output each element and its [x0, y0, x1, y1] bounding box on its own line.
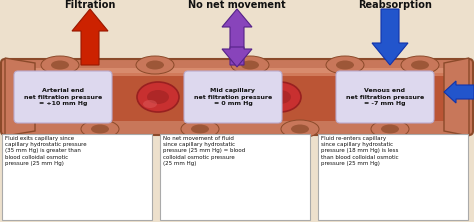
Ellipse shape — [371, 120, 409, 138]
FancyBboxPatch shape — [318, 134, 468, 220]
Text: No net movement: No net movement — [188, 0, 286, 10]
Ellipse shape — [326, 56, 364, 74]
Ellipse shape — [241, 61, 259, 69]
Polygon shape — [5, 58, 35, 136]
FancyArrow shape — [222, 47, 252, 67]
FancyBboxPatch shape — [12, 68, 462, 76]
Ellipse shape — [191, 125, 209, 133]
FancyBboxPatch shape — [160, 134, 310, 220]
Ellipse shape — [41, 56, 79, 74]
Ellipse shape — [259, 82, 301, 112]
Text: Arterial end
net filtration pressure
= +10 mm Hg: Arterial end net filtration pressure = +… — [24, 88, 102, 106]
Ellipse shape — [269, 90, 291, 104]
Ellipse shape — [146, 61, 164, 69]
Polygon shape — [444, 58, 469, 136]
Ellipse shape — [379, 88, 401, 102]
Text: Reabsorption: Reabsorption — [358, 0, 432, 10]
Ellipse shape — [401, 56, 439, 74]
Ellipse shape — [51, 61, 69, 69]
Ellipse shape — [91, 125, 109, 133]
Ellipse shape — [147, 90, 169, 104]
Text: Fluid re-enters capillary
since capillary hydrostatic
pressure (18 mm Hg) is les: Fluid re-enters capillary since capillar… — [321, 136, 399, 166]
FancyBboxPatch shape — [184, 71, 282, 123]
Ellipse shape — [369, 80, 411, 110]
FancyBboxPatch shape — [336, 71, 434, 123]
Ellipse shape — [137, 82, 179, 112]
FancyArrow shape — [72, 9, 108, 65]
Ellipse shape — [411, 61, 429, 69]
Ellipse shape — [336, 61, 354, 69]
FancyBboxPatch shape — [14, 71, 112, 123]
Ellipse shape — [265, 100, 279, 108]
FancyBboxPatch shape — [1, 59, 473, 135]
Ellipse shape — [143, 100, 157, 108]
FancyBboxPatch shape — [7, 73, 467, 121]
Text: Fluid exits capillary since
capillary hydrostatic pressure
(35 mm Hg) is greater: Fluid exits capillary since capillary hy… — [5, 136, 87, 166]
Text: No net movement of fluid
since capillary hydrostatic
pressure (25 mm Hg) = blood: No net movement of fluid since capillary… — [163, 136, 245, 166]
FancyArrow shape — [372, 9, 408, 65]
FancyArrow shape — [444, 81, 474, 103]
Text: Mid capillary
net filtration pressure
= 0 mm Hg: Mid capillary net filtration pressure = … — [194, 88, 272, 106]
Ellipse shape — [291, 125, 309, 133]
FancyArrow shape — [222, 9, 252, 65]
Text: Venous end
net filtration pressure
= -7 mm Hg: Venous end net filtration pressure = -7 … — [346, 88, 424, 106]
Ellipse shape — [375, 98, 389, 106]
Text: Filtration: Filtration — [64, 0, 116, 10]
Ellipse shape — [381, 125, 399, 133]
Ellipse shape — [136, 56, 174, 74]
Ellipse shape — [231, 56, 269, 74]
Ellipse shape — [281, 120, 319, 138]
FancyBboxPatch shape — [2, 134, 152, 220]
Ellipse shape — [181, 120, 219, 138]
Ellipse shape — [81, 120, 119, 138]
